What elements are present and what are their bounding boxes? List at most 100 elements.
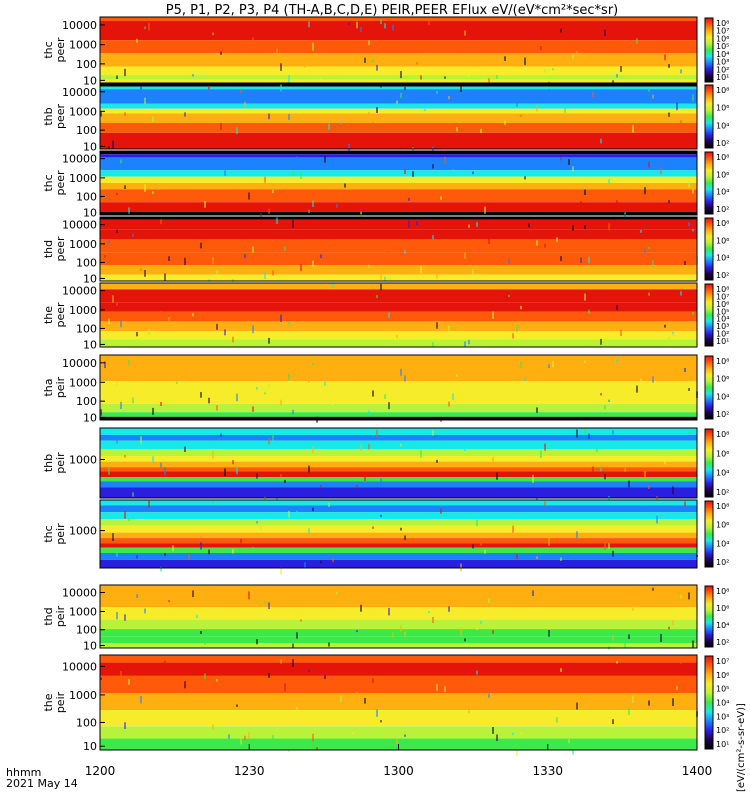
noise-streak bbox=[536, 407, 538, 413]
noise-streak bbox=[236, 466, 238, 475]
noise-streak bbox=[108, 467, 110, 475]
noise-streak bbox=[340, 695, 342, 703]
noise-streak bbox=[548, 364, 550, 368]
noise-streak bbox=[648, 485, 650, 489]
noise-streak bbox=[432, 235, 434, 240]
noise-streak bbox=[560, 157, 562, 161]
noise-streak bbox=[476, 627, 478, 630]
noise-streak bbox=[432, 342, 434, 347]
colorbar-tick-label: 10⁷ bbox=[716, 27, 729, 36]
noise-streak bbox=[244, 735, 246, 740]
noise-streak bbox=[400, 527, 402, 531]
colorbar-tick-label: 10⁸ bbox=[716, 587, 729, 596]
noise-streak bbox=[692, 229, 694, 232]
noise-streak bbox=[552, 91, 554, 99]
noise-streak bbox=[616, 74, 618, 78]
noise-streak bbox=[536, 556, 538, 559]
noise-streak bbox=[600, 338, 602, 345]
noise-streak bbox=[112, 140, 114, 149]
spectrogram-band bbox=[100, 368, 697, 381]
y-tick-label: 10 bbox=[83, 338, 97, 351]
noise-streak bbox=[572, 225, 574, 231]
noise-streak bbox=[652, 587, 654, 591]
spectrogram-band bbox=[100, 252, 697, 265]
noise-streak bbox=[268, 673, 270, 678]
noise-streak bbox=[380, 84, 382, 88]
noise-streak bbox=[428, 20, 430, 25]
spectrogram-band bbox=[100, 202, 697, 212]
colorbar-tick-label: 10¹ bbox=[716, 740, 729, 749]
noise-streak bbox=[100, 111, 102, 117]
noise-streak bbox=[364, 475, 366, 481]
noise-streak bbox=[672, 698, 674, 706]
spectrogram-band bbox=[100, 607, 697, 620]
noise-streak bbox=[296, 156, 298, 160]
noise-streak bbox=[460, 563, 462, 572]
y-tick-label: 10000 bbox=[62, 285, 97, 298]
noise-streak bbox=[404, 169, 406, 174]
noise-streak bbox=[536, 104, 538, 112]
spectrogram-band bbox=[100, 17, 697, 21]
noise-streak bbox=[420, 266, 422, 274]
noise-streak bbox=[116, 75, 118, 79]
noise-streak bbox=[656, 515, 658, 524]
noise-streak bbox=[284, 683, 286, 692]
noise-streak bbox=[236, 704, 238, 707]
noise-streak bbox=[388, 607, 390, 616]
noise-streak bbox=[436, 459, 438, 463]
noise-streak bbox=[116, 612, 118, 620]
noise-streak bbox=[516, 554, 518, 560]
noise-streak bbox=[592, 92, 594, 98]
noise-streak bbox=[532, 474, 534, 483]
y-tick-label: 100 bbox=[76, 322, 97, 335]
noise-streak bbox=[376, 64, 378, 71]
spectrogram-band bbox=[100, 289, 697, 303]
noise-streak bbox=[356, 21, 358, 29]
probe-name: thd bbox=[42, 240, 55, 258]
panel-frame bbox=[99, 16, 698, 84]
y-tick-label: 10 bbox=[83, 272, 97, 285]
noise-streak bbox=[376, 295, 378, 299]
noise-streak bbox=[108, 240, 110, 244]
noise-streak bbox=[292, 659, 294, 667]
noise-streak bbox=[296, 632, 298, 639]
noise-streak bbox=[128, 207, 130, 214]
noise-streak bbox=[296, 706, 298, 710]
noise-streak bbox=[368, 40, 370, 45]
colorbar-tick-label: 10⁷ bbox=[716, 292, 729, 301]
noise-streak bbox=[252, 325, 254, 334]
noise-streak bbox=[208, 458, 210, 461]
y-tick-label: 10 bbox=[83, 206, 97, 219]
colorbar-tick-label: 10⁴ bbox=[716, 699, 729, 708]
x-tick-label: 1300 bbox=[383, 764, 414, 778]
noise-streak bbox=[560, 557, 562, 561]
y-tick-label: 100 bbox=[76, 58, 97, 71]
noise-streak bbox=[212, 450, 214, 459]
noise-streak bbox=[612, 719, 614, 725]
noise-streak bbox=[380, 283, 382, 291]
noise-streak bbox=[240, 538, 242, 544]
noise-streak bbox=[616, 199, 618, 203]
noise-streak bbox=[160, 462, 162, 468]
noise-streak bbox=[416, 62, 418, 65]
noise-streak bbox=[208, 397, 210, 404]
y-tick-label: 100 bbox=[76, 124, 97, 137]
noise-streak bbox=[512, 525, 514, 533]
noise-streak bbox=[348, 143, 350, 152]
colorbar-tick-label: 10⁶ bbox=[716, 236, 729, 245]
colorbar-tick-label: 10² bbox=[716, 205, 729, 214]
noise-streak bbox=[304, 562, 306, 568]
noise-streak bbox=[380, 478, 382, 486]
spectrogram-band bbox=[100, 461, 697, 468]
spectrogram-band bbox=[100, 456, 697, 462]
colorbar bbox=[704, 500, 714, 568]
product-name: peir bbox=[54, 691, 67, 713]
colorbar-tick-label: 10² bbox=[716, 726, 729, 735]
noise-streak bbox=[404, 86, 406, 90]
colorbar-tick-label: 10² bbox=[716, 488, 729, 497]
noise-streak bbox=[584, 189, 586, 195]
colorbar-tick-label: 10⁶ bbox=[716, 521, 729, 530]
noise-streak bbox=[276, 217, 278, 224]
panel-label: thcpeer bbox=[42, 37, 67, 63]
